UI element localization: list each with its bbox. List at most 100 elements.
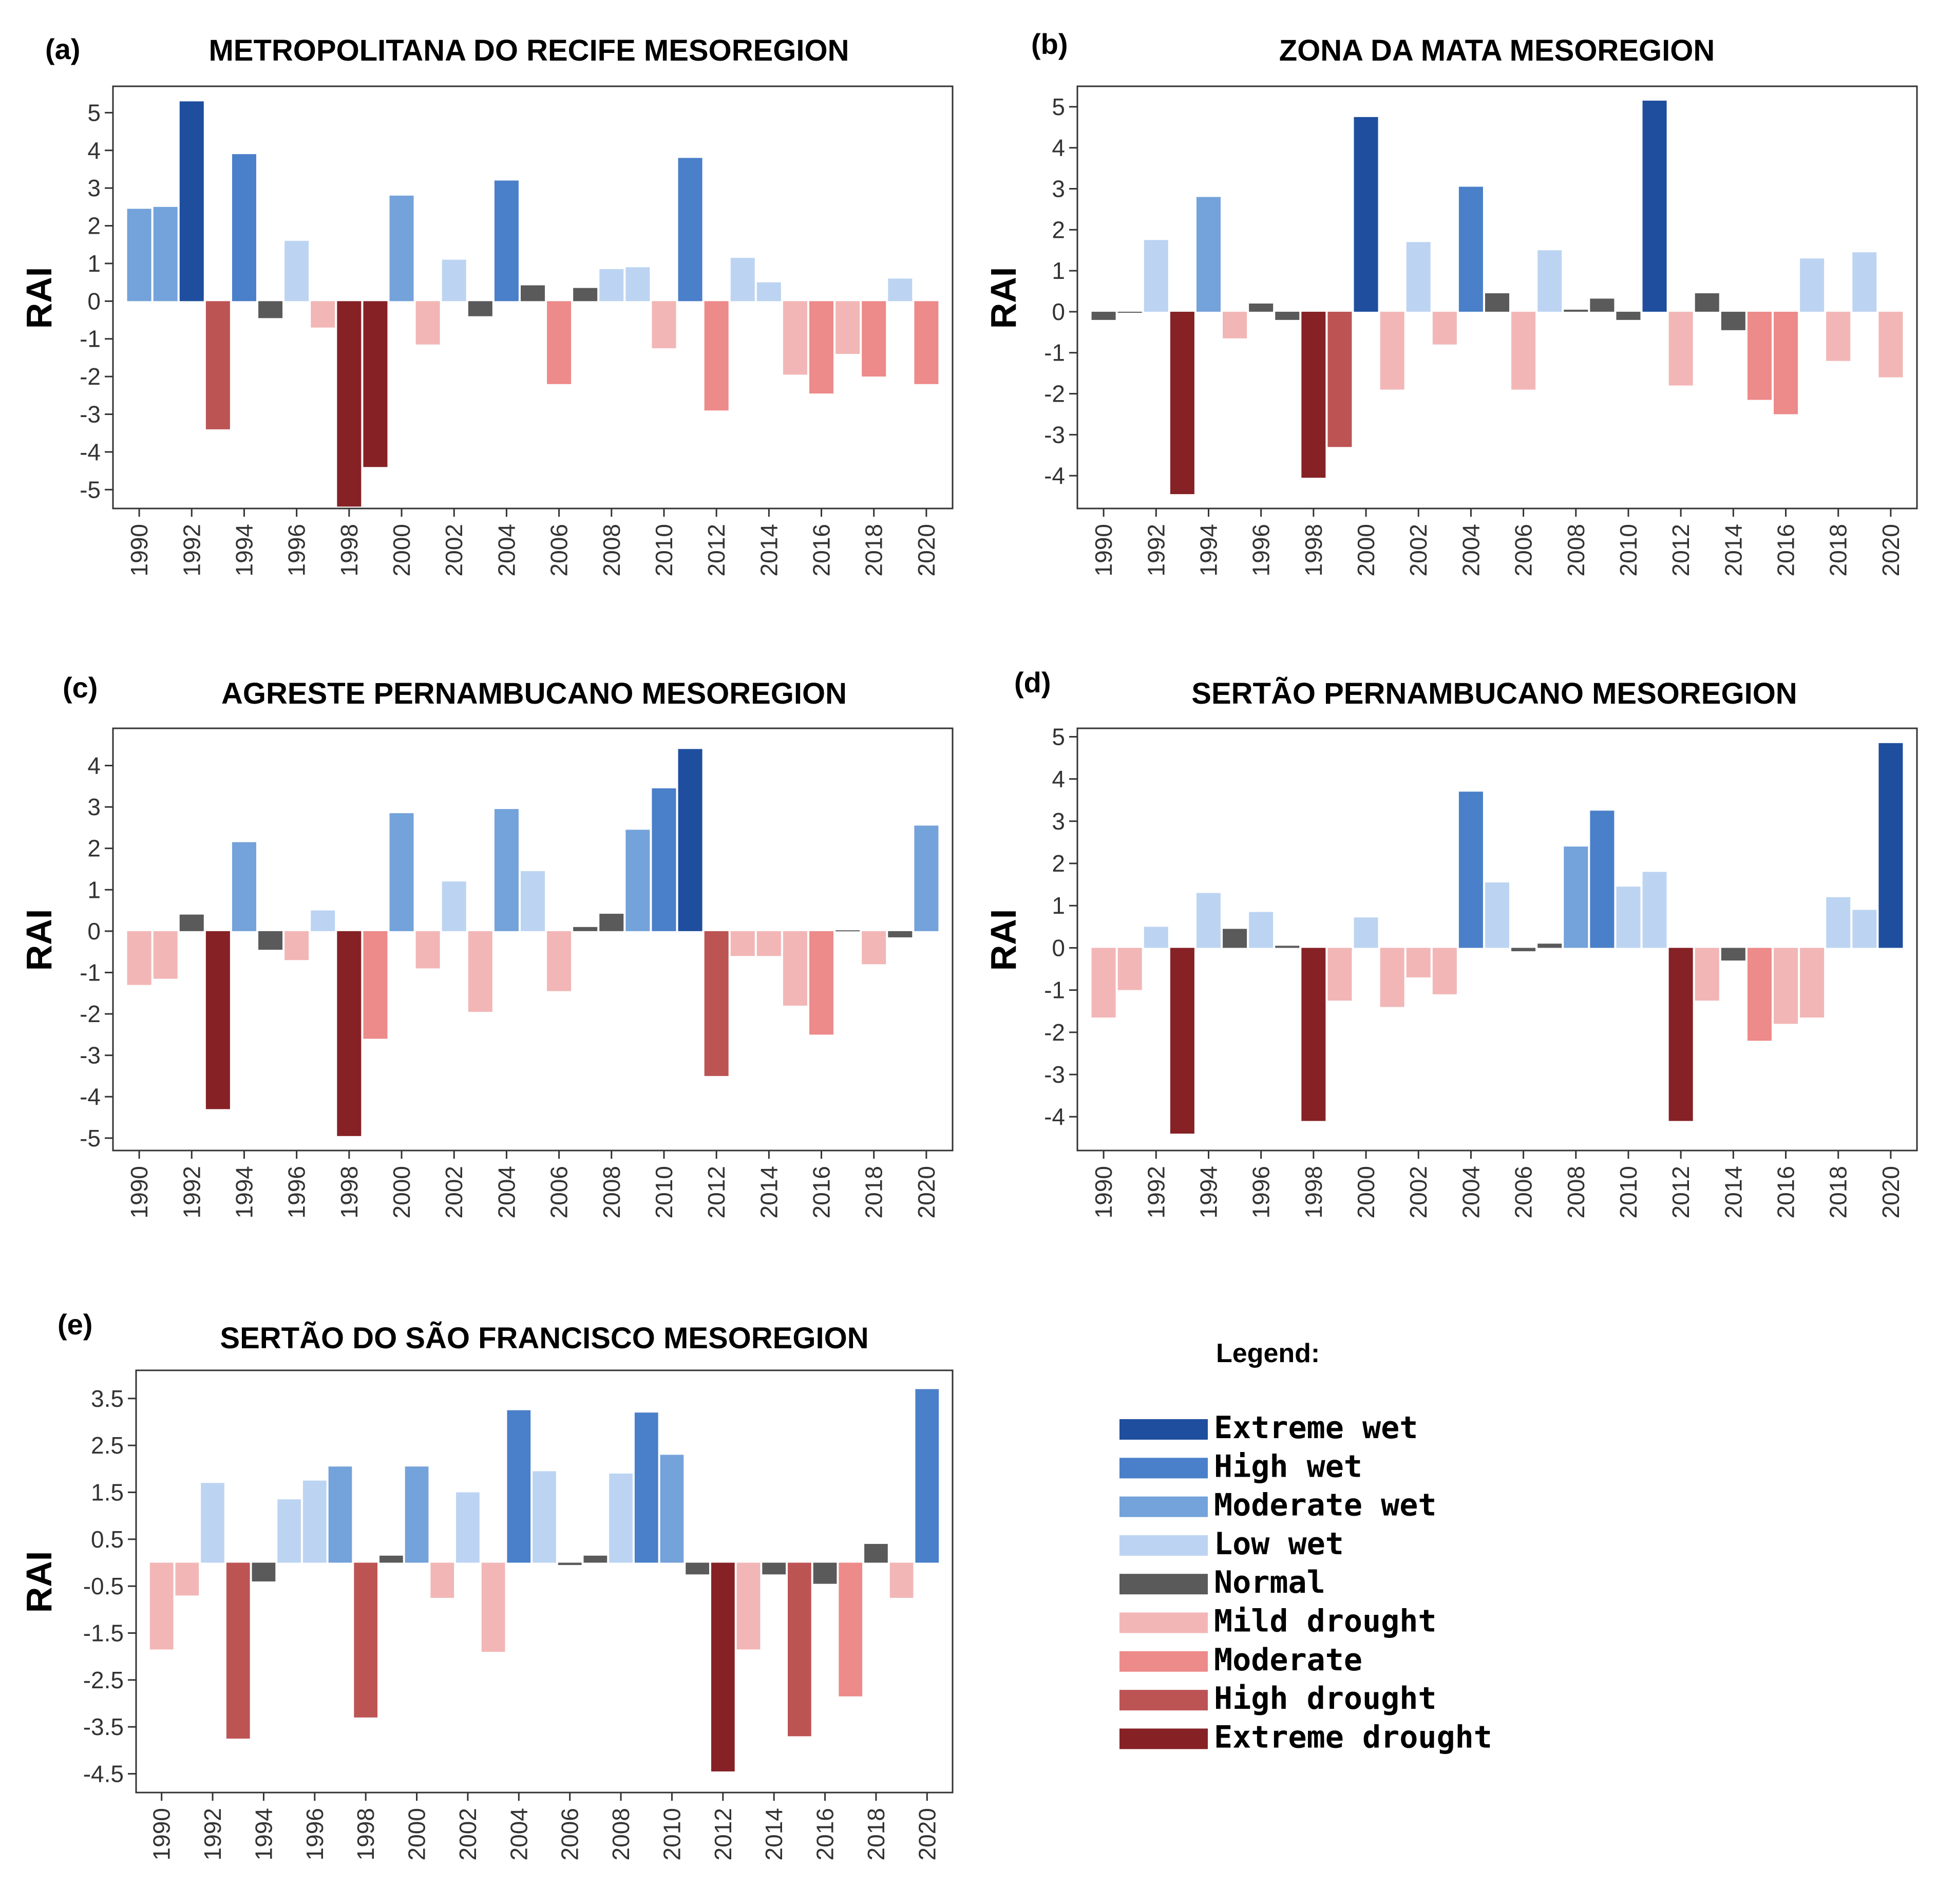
panel-c: (c) AGRESTE PERNAMBUCANO MESOREGION RAI … (19, 671, 954, 1218)
bar (1406, 242, 1431, 312)
y-tick-label: 5 (87, 99, 101, 126)
x-tick-label: 2014 (755, 1166, 782, 1218)
bar (704, 301, 729, 411)
x-tick-label: 1992 (199, 1808, 226, 1860)
bar (711, 1562, 735, 1771)
bar (430, 1562, 454, 1598)
bar (652, 301, 676, 349)
bar (405, 1466, 429, 1563)
x-tick-label: 2020 (913, 524, 940, 576)
y-tick-label: 3 (1052, 176, 1065, 202)
x-tick-label: 2006 (546, 1166, 573, 1218)
x-tick-label: 2000 (388, 524, 415, 576)
bar (415, 931, 440, 969)
bar (1117, 311, 1142, 313)
bar (862, 301, 886, 377)
x-tick-label: 2006 (557, 1808, 583, 1860)
x-tick-label: 2006 (546, 524, 573, 576)
bar (839, 1562, 863, 1696)
bar (1144, 927, 1168, 948)
bar (558, 1562, 582, 1566)
bar (277, 1499, 301, 1563)
x-tick-label: 1992 (178, 1166, 205, 1218)
bar (507, 1410, 531, 1563)
bar (1327, 948, 1352, 1001)
x-tick-label: 1994 (250, 1808, 277, 1860)
plot-area: 3.5 2.5 1.5 0.5 -0.5 -1.5 -2.5 -3.5 -4.5 1990 1992… (83, 1369, 954, 1860)
x-tick-label: 1998 (352, 1808, 379, 1860)
bar (175, 1562, 199, 1596)
y-tick-label: 5 (1052, 93, 1065, 120)
x-tick-label: 2008 (1563, 1166, 1589, 1218)
bar (284, 240, 309, 301)
x-tick-label: 1994 (1195, 524, 1222, 576)
y-tick-label: 0 (87, 918, 101, 945)
bar (415, 301, 440, 345)
bar (1800, 948, 1825, 1018)
bar (1170, 948, 1194, 1134)
bar (788, 1562, 811, 1737)
bar (1432, 311, 1457, 345)
bar (756, 282, 781, 301)
bar (1826, 897, 1851, 948)
y-tick-label: -0.5 (83, 1573, 124, 1599)
bar (311, 301, 335, 328)
y-tick-label: 1 (1052, 892, 1065, 919)
bar (1826, 311, 1851, 361)
x-tick-label: 1994 (231, 1166, 257, 1218)
bar (1878, 743, 1903, 948)
bar (652, 788, 676, 931)
bar (1458, 791, 1483, 948)
bar (678, 158, 702, 301)
x-tick-label: 2006 (1510, 1166, 1537, 1218)
x-tick-label: 2016 (808, 524, 835, 576)
legend-label: High wet (1214, 1448, 1362, 1484)
x-tick-label: 2010 (651, 1166, 677, 1218)
bar (1774, 948, 1798, 1024)
y-tick-label: 2 (87, 213, 101, 239)
bar (573, 288, 598, 301)
bar (1458, 186, 1483, 312)
bar (252, 1562, 276, 1581)
legend-label: Extreme drought (1214, 1719, 1492, 1755)
y-tick-label: -1 (1044, 340, 1065, 366)
bar (1091, 948, 1116, 1018)
bar (547, 931, 572, 991)
bar (756, 931, 781, 956)
x-tick-label: 2018 (1825, 1166, 1852, 1218)
bar (389, 195, 414, 301)
y-tick-label: -1 (1044, 977, 1065, 1004)
x-tick-label: 2004 (493, 524, 520, 576)
y-tick-label: -1 (80, 326, 101, 352)
x-tick-label: 1990 (126, 1166, 153, 1218)
x-tick-label: 2004 (1457, 524, 1484, 576)
x-tick-label: 2004 (1457, 1166, 1484, 1218)
bar (1117, 948, 1142, 990)
panel-e: (e) SERTÃO DO SÃO FRANCISCO MESOREGION R… (19, 1308, 954, 1860)
legend-swatch (1119, 1574, 1208, 1595)
plot-area: 5 4 3 2 1 0 -1 -2 -3 -4 -5 1990 1992 1994 1996 1998 2000… (80, 85, 954, 576)
bar (1616, 887, 1641, 948)
bar (730, 931, 755, 956)
y-tick-label: 0 (1052, 934, 1065, 961)
x-tick-label: 2016 (1773, 1166, 1799, 1218)
y-tick-label: 2 (1052, 850, 1065, 877)
bar (783, 301, 807, 375)
x-tick-label: 2020 (913, 1166, 940, 1218)
bar (1485, 882, 1510, 948)
legend-label: Moderate wet (1214, 1487, 1436, 1523)
y-tick-label: -3 (80, 1042, 101, 1069)
x-tick-label: 2012 (1667, 1166, 1694, 1218)
panel-label: (d) (1014, 666, 1051, 699)
x-tick-label: 1996 (1248, 1166, 1275, 1218)
bar (762, 1562, 786, 1575)
bar (468, 301, 492, 316)
x-tick-label: 2008 (1563, 524, 1589, 576)
legend-title: Legend: (1216, 1339, 1320, 1368)
y-tick-label: -3 (1044, 421, 1065, 448)
bar (888, 278, 913, 301)
bar (1642, 100, 1667, 312)
x-tick-label: 2000 (1353, 524, 1379, 576)
bar (1668, 948, 1693, 1121)
x-tick-label: 2002 (441, 1166, 467, 1218)
